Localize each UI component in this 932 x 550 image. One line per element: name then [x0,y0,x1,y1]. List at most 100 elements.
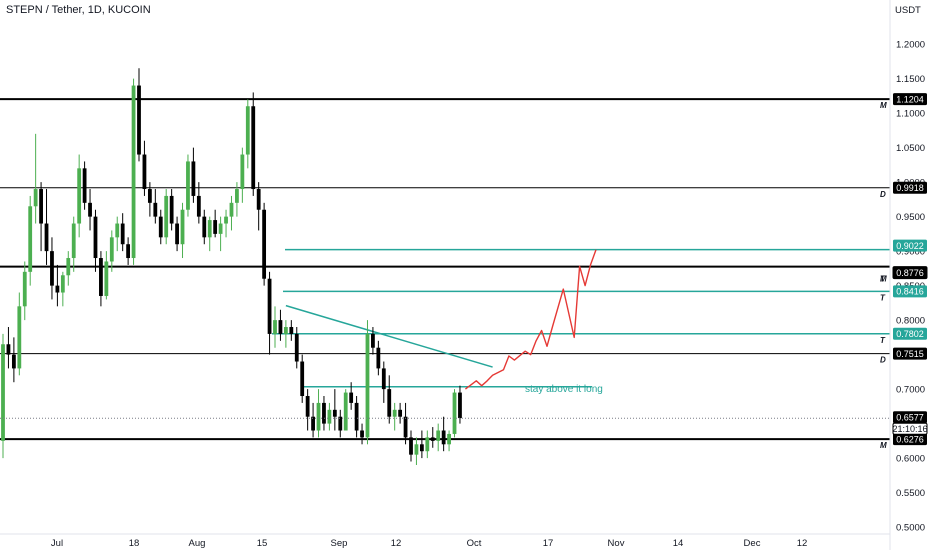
candle-body [436,430,441,441]
candle-body [186,161,190,210]
candle-body [175,223,179,245]
time-tick-label: Oct [467,538,482,549]
candle-body [213,220,218,234]
candle-body [66,258,71,276]
candle-body [419,444,424,452]
candle-body [354,402,359,431]
candle-body [104,261,109,296]
price-badge [893,93,927,106]
candle-body [218,223,223,234]
level-marker: T [880,275,886,284]
candle-body [256,189,261,210]
time-tick-label: 18 [129,538,140,549]
level-marker: M [880,441,887,450]
candle-body [28,206,33,272]
time-tick-label: Jul [51,538,63,549]
candle-body [33,189,38,207]
candle-body [147,189,152,203]
candle-body [169,195,174,224]
candle-body [327,409,332,424]
candle-body [316,402,321,431]
time-tick-label: Nov [608,538,625,549]
candle-body [131,85,136,259]
price-badge-label: 0.9918 [896,183,924,193]
price-badge-label: 0.9022 [896,241,924,251]
annotation-note: stay above it long [525,384,603,395]
price-badge [893,181,927,194]
price-badge-label: 1.1204 [896,94,924,104]
candle-body [1,344,5,441]
price-badge [893,347,927,360]
candle-body [305,396,310,417]
price-tick-label: 0.5000 [896,523,925,534]
horizontal-levels [0,98,890,441]
candle-body [289,327,294,334]
price-tick-label: 1.1000 [896,109,925,120]
candle-body [82,168,87,203]
price-badge-label: 0.8776 [896,268,924,278]
time-tick-label: Aug [189,538,206,549]
candle-body [332,409,337,417]
candle-body [311,416,315,431]
candle-body [50,251,54,286]
candle-body [267,278,272,334]
candle-body [164,195,169,238]
price-badge [893,266,927,279]
candle-body [300,361,305,397]
countdown-badge [892,422,928,435]
price-badge-label: 0.7802 [896,329,924,339]
time-tick-label: 12 [797,538,808,549]
candle-body [93,216,98,259]
candle-body [71,223,76,259]
time-axis[interactable]: Jul 18 Aug 15 Sep 12 Oct 17 Nov 14 Dec 12 [51,538,807,549]
time-tick-label: Sep [331,538,348,549]
chart-title: STEPN / Tether, 1D, KUCOIN [6,4,151,16]
candles [1,68,462,466]
candle-body [430,437,435,441]
candle-body [425,437,430,452]
candle-body [60,275,65,293]
time-tick-label: 17 [543,538,554,549]
candle-body [387,389,392,417]
price-badge [893,239,927,252]
candle-body [458,392,462,419]
price-tick-label: 0.7000 [896,385,925,396]
time-tick-label: 12 [391,538,402,549]
level-marker: T [880,293,886,302]
price-tick-label: 0.8000 [896,316,925,327]
trendline [285,304,493,368]
candle-body [77,168,82,224]
price-axis-unit: USDT [895,5,921,16]
candle-body [224,216,228,224]
candle-body [381,368,386,390]
candle-body [441,430,446,445]
price-tick-label: 1.2000 [896,40,925,51]
candle-body [158,216,163,238]
candle-body [360,430,364,438]
price-badge-label: 0.8416 [896,287,924,297]
candle-body [392,409,397,417]
candle-body [11,354,16,369]
price-badge-label: 0.7515 [896,349,924,359]
price-tick-label: 0.9000 [896,247,925,258]
trendline-group [285,304,493,368]
candle-body [403,416,408,438]
candle-body [349,392,354,403]
candle-body [409,437,413,455]
candle-body [283,327,288,334]
price-tick-label: 0.6000 [896,454,925,465]
candle-body [251,106,256,190]
price-badge-label: 0.6276 [896,434,924,444]
price-badge [893,285,927,298]
candle-body [202,216,207,238]
price-tick-label: 1.1500 [896,74,925,85]
candle-body [343,392,348,431]
candle-body [245,106,250,155]
countdown-label: 21:10:16 [892,424,927,434]
candle-body [191,161,196,196]
projection-path-group [464,249,597,390]
candle-body [99,258,103,296]
candle-body [273,320,277,334]
candle-body [55,285,60,293]
